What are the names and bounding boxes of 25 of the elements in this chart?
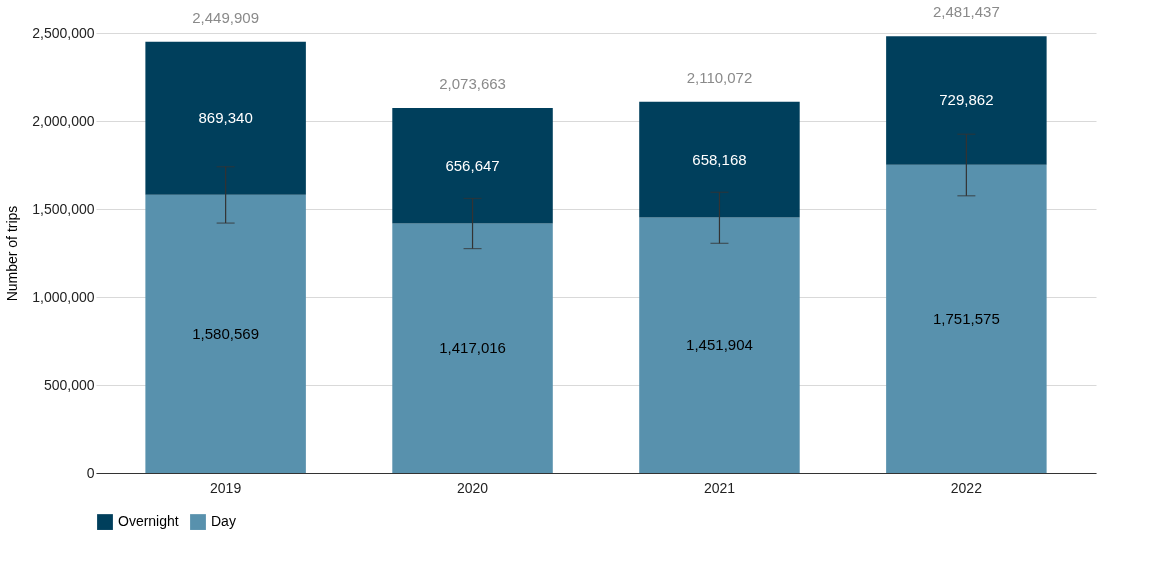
x-tick-label: 2019: [210, 479, 242, 496]
total-label: 2,449,909: [192, 8, 259, 26]
x-tick-label: 2021: [703, 479, 736, 496]
y-axis-title: Number of trips: [4, 205, 21, 302]
data-label: 1,751,575: [933, 309, 1000, 327]
total-label: 2,110,072: [686, 68, 753, 86]
data-label: 729,862: [939, 91, 994, 109]
data-label: 658,168: [692, 150, 747, 168]
total-label: 2,481,437: [933, 3, 1000, 21]
data-label: 656,647: [445, 156, 500, 174]
legend-label: Day: [211, 513, 236, 530]
y-tick-label: 500,000: [43, 376, 95, 393]
data-label: 1,580,569: [192, 324, 259, 342]
y-tick-label: 2,000,000: [32, 112, 95, 129]
data-label: 1,417,016: [439, 339, 506, 357]
total-label: 2,073,663: [439, 75, 506, 93]
y-tick-label: 2,500,000: [32, 24, 95, 41]
data-label: 869,340: [198, 109, 253, 127]
legend-label: Overnight: [118, 513, 179, 530]
data-label: 1,451,904: [686, 336, 753, 354]
y-tick-label: 1,000,000: [32, 288, 95, 305]
y-tick-label: 0: [86, 464, 95, 481]
y-tick-label: 1,500,000: [32, 200, 95, 217]
x-tick-label: 2022: [950, 479, 983, 496]
x-tick-label: 2020: [456, 479, 489, 496]
